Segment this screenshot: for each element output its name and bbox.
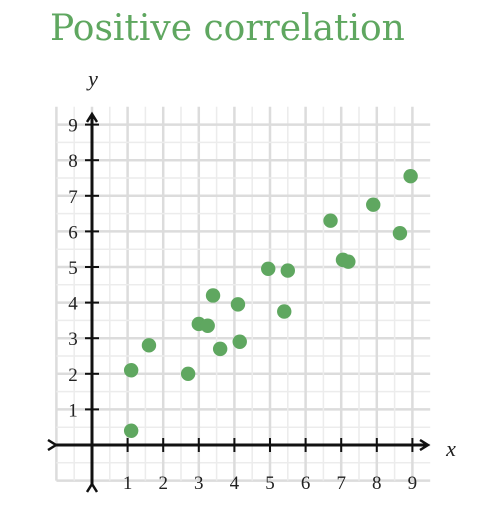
- x-tick-label: 8: [372, 473, 382, 494]
- data-point: [205, 288, 221, 303]
- x-tick-label: 1: [123, 473, 133, 494]
- y-tick-label: 7: [68, 187, 78, 208]
- data-point: [141, 338, 157, 353]
- data-point: [261, 261, 276, 276]
- grid-lines: [55, 106, 431, 482]
- data-point: [230, 297, 246, 312]
- x-tick-label: 4: [230, 473, 240, 494]
- axis-ticks: 1 2 3 4 5 6 7 8 9 1 2 3 4 5 6 7 8 9: [68, 116, 417, 494]
- data-points: [123, 169, 418, 438]
- data-point: [200, 318, 215, 333]
- y-tick-label: 8: [68, 151, 78, 172]
- x-tick-label: 5: [265, 473, 275, 494]
- y-tick-label: 5: [68, 258, 78, 279]
- x-tick-label: 7: [336, 473, 346, 494]
- data-point: [277, 304, 292, 319]
- y-tick-label: 6: [68, 222, 78, 243]
- data-point: [366, 197, 381, 212]
- axes: xy: [56, 66, 456, 484]
- y-axis-label: y: [86, 66, 98, 91]
- data-point: [232, 334, 247, 349]
- data-point: [212, 341, 228, 357]
- data-point: [123, 423, 139, 438]
- data-point: [341, 254, 356, 269]
- x-tick-label: 3: [194, 473, 204, 494]
- x-tick-label: 2: [158, 473, 168, 494]
- y-tick-label: 1: [68, 400, 78, 421]
- data-point: [280, 263, 295, 278]
- x-tick-label: 9: [408, 473, 418, 494]
- x-tick-label: 6: [301, 473, 311, 494]
- x-axis-label: x: [445, 436, 456, 461]
- data-point: [123, 363, 139, 378]
- data-point: [392, 225, 408, 241]
- chart-title: Positive correlation: [50, 8, 405, 49]
- data-point: [180, 366, 196, 381]
- data-point: [323, 213, 338, 228]
- data-point: [403, 169, 418, 184]
- y-tick-label: 2: [68, 365, 78, 386]
- y-tick-label: 4: [68, 294, 78, 315]
- y-tick-label: 9: [68, 116, 78, 137]
- y-tick-label: 3: [68, 329, 78, 350]
